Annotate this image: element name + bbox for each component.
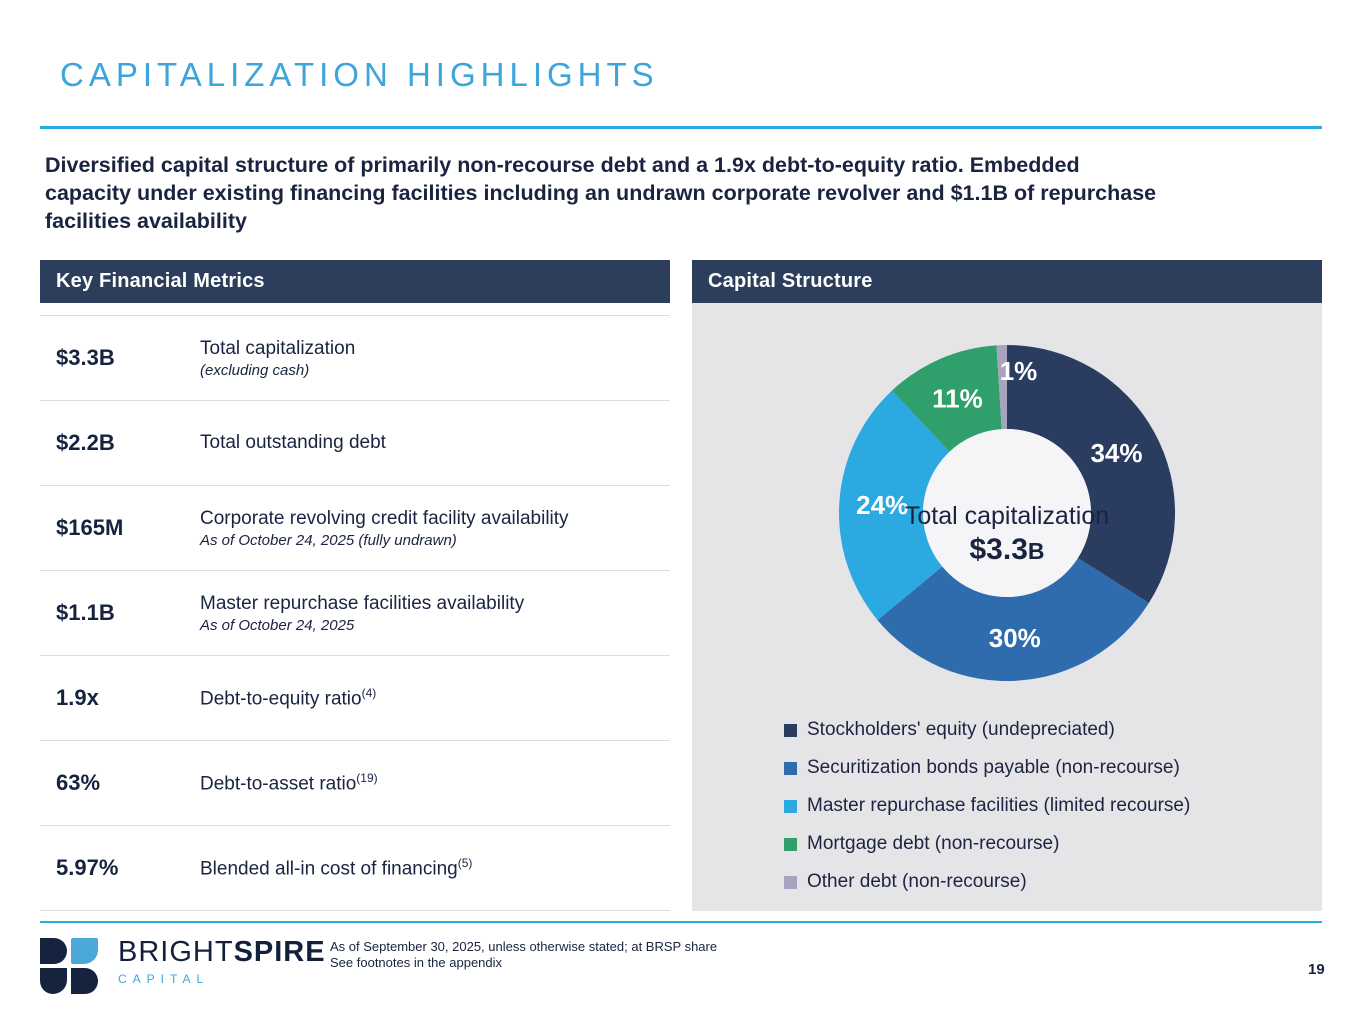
donut-center-label: Total capitalization $3.3B <box>897 501 1117 567</box>
table-row: $165M Corporate revolving credit facility… <box>40 486 670 571</box>
brand-subtitle: CAPITAL <box>118 972 210 986</box>
metric-label: Total outstanding debt <box>200 432 386 453</box>
metric-value: $1.1B <box>56 600 115 625</box>
donut-chart-wrap: 34% 30% 24% 11% 1% <box>837 343 1177 683</box>
footnote-ref: (4) <box>361 685 377 700</box>
key-financial-metrics-panel: Key Financial Metrics $3.3B Total capital… <box>40 260 670 911</box>
metric-note: (excluding cash) <box>200 361 310 379</box>
slice-label: 30% <box>989 623 1041 653</box>
legend-label: Other debt (non-recourse) <box>807 871 1027 892</box>
donut-center-amount: $3.3 <box>969 533 1028 566</box>
legend-swatch-icon <box>784 837 797 851</box>
metric-value: $2.2B <box>56 430 115 455</box>
legend-label: Master repurchase facilities (limited re… <box>807 795 1191 816</box>
donut-center-title: Total capitalization <box>904 502 1110 530</box>
legend-swatch-icon <box>784 875 797 889</box>
footer-note: As of September 30, 2025, unless otherwi… <box>330 939 717 971</box>
chart-legend: Stockholders' equity (undepreciated) Secu… <box>784 719 1190 909</box>
legend-item: Stockholders' equity (undepreciated) <box>784 719 1190 741</box>
legend-swatch-icon <box>784 799 797 813</box>
metric-value: 1.9x <box>56 685 99 710</box>
legend-item: Other debt (non-recourse) <box>784 871 1190 893</box>
metric-label-group: Debt-to-asset ratio(19) <box>190 771 378 795</box>
brand-wordmark: BRIGHTSPIRE CAPITAL <box>118 936 326 986</box>
metrics-panel-header: Key Financial Metrics <box>40 260 670 303</box>
donut-slice <box>892 345 1002 452</box>
donut-slice <box>996 345 1007 430</box>
donut-hole <box>923 429 1091 597</box>
footer-note-line: As of September 30, 2025, unless otherwi… <box>330 939 718 954</box>
brand-name: BRIGHTSPIRE <box>118 936 326 969</box>
donut-slice <box>838 390 950 621</box>
metrics-rows: $3.3B Total capitalization (excluding cash… <box>40 315 670 911</box>
legend-swatch-icon <box>784 761 797 775</box>
legend-swatch-icon <box>784 723 797 737</box>
slice-label: 34% <box>1090 438 1142 468</box>
metric-value: 5.97% <box>56 855 119 880</box>
logo-shape <box>40 938 67 964</box>
slice-label: 24% <box>856 490 908 520</box>
legend-label: Securitization bonds payable (non-recour… <box>807 757 1180 778</box>
metric-value: 63% <box>56 770 101 795</box>
donut-center-value: $3.3B <box>897 533 1117 567</box>
metric-label: Corporate revolving credit facility avai… <box>200 507 569 529</box>
metric-label: Debt-to-equity ratio(4) <box>200 685 377 710</box>
table-row: $3.3B Total capitalization (excluding cash… <box>40 316 670 401</box>
brand-name-bold: SPIRE <box>233 936 326 968</box>
slice-label: 1% <box>1000 356 1038 386</box>
metric-label: Debt-to-asset ratio(19) <box>200 770 378 795</box>
brand-name-regular: BRIGHT <box>118 936 234 968</box>
logo-shape <box>71 938 98 964</box>
metric-label: Total capitalization <box>200 337 356 359</box>
logo-shape <box>40 968 67 994</box>
legend-label: Stockholders' equity (undepreciated) <box>807 719 1115 740</box>
logo-shape <box>71 968 98 994</box>
metric-label-group: Total capitalization (excluding cash) <box>190 338 355 379</box>
footnote-ref: (19) <box>356 770 378 785</box>
metric-value: $3.3B <box>56 345 115 370</box>
title-divider <box>40 126 1322 129</box>
metric-label-group: Master repurchase facilities availabilit… <box>190 593 524 634</box>
table-row: 63% Debt-to-asset ratio(19) <box>40 741 670 826</box>
capital-structure-panel: Capital Structure 34% 30% 24% 11% 1% Total c… <box>692 260 1322 911</box>
capital-panel-body: 34% 30% 24% 11% 1% Total capitalization $3.3… <box>692 303 1322 911</box>
table-row: 5.97% Blended all-in cost of financing(5) <box>40 826 670 911</box>
capital-panel-header: Capital Structure <box>692 260 1322 303</box>
intro-line: Diversified capital structure of primari… <box>45 153 1080 177</box>
intro-paragraph: Diversified capital structure of primari… <box>45 151 1315 235</box>
metric-value: $165M <box>56 515 124 540</box>
metric-label: Blended all-in cost of financing(5) <box>200 855 473 880</box>
metric-note: As of October 24, 2025 <box>200 616 355 634</box>
brightspire-logo-icon <box>40 938 104 994</box>
intro-line: facilities availability <box>45 209 247 233</box>
intro-line: capacity under existing financing facili… <box>45 181 1157 205</box>
footer-note-line: See footnotes in the appendix <box>330 955 503 970</box>
metric-label-group: Debt-to-equity ratio(4) <box>190 686 376 710</box>
donut-center-suffix: B <box>1027 538 1045 564</box>
page-title: CAPITALIZATION HIGHLIGHTS <box>60 56 659 93</box>
footnote-ref: (5) <box>457 855 473 870</box>
legend-item: Master repurchase facilities (limited re… <box>784 795 1190 817</box>
legend-item: Mortgage debt (non-recourse) <box>784 833 1190 855</box>
donut-slice <box>877 558 1149 682</box>
page-number: 19 <box>1308 961 1325 978</box>
table-row: $1.1B Master repurchase facilities availa… <box>40 571 670 656</box>
metric-label-group: Blended all-in cost of financing(5) <box>190 856 472 880</box>
metric-label-group: Total outstanding debt <box>190 432 386 454</box>
metric-label: Master repurchase facilities availabilit… <box>200 592 525 614</box>
donut-chart: 34% 30% 24% 11% 1% <box>838 345 1176 682</box>
metric-note: As of October 24, 2025 (fully undrawn) <box>200 531 457 549</box>
table-row: 1.9x Debt-to-equity ratio(4) <box>40 656 670 741</box>
slice-label: 11% <box>932 383 983 413</box>
donut-slice <box>1007 345 1176 604</box>
legend-label: Mortgage debt (non-recourse) <box>807 833 1060 854</box>
legend-item: Securitization bonds payable (non-recour… <box>784 757 1190 779</box>
footer-divider <box>40 921 1322 923</box>
metric-label-group: Corporate revolving credit facility avai… <box>190 508 569 549</box>
table-row: $2.2B Total outstanding debt <box>40 401 670 486</box>
